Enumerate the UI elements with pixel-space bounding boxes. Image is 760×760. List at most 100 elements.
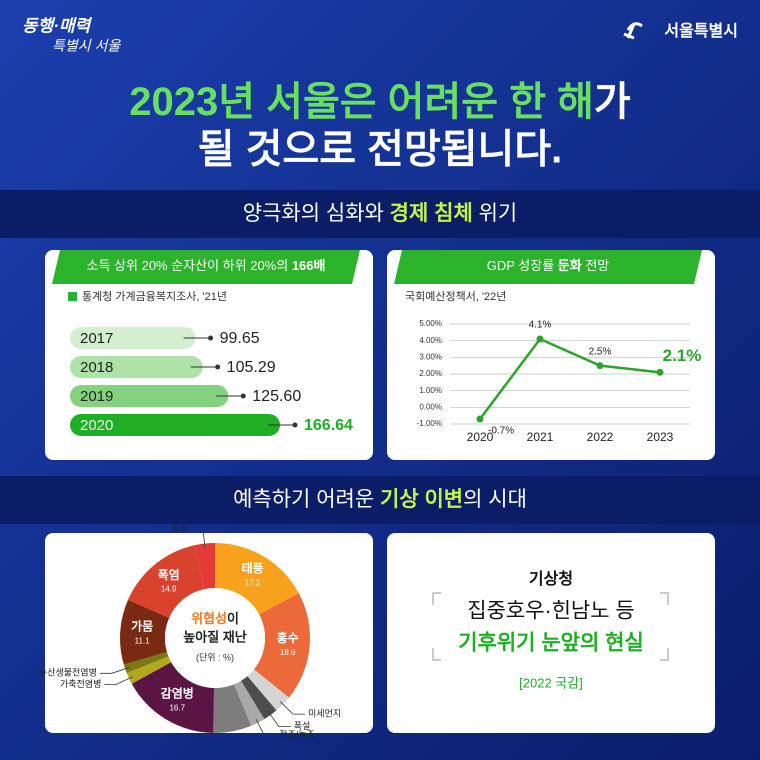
leader: [255, 719, 277, 736]
title-part: 2023년 서울은 어려운 한 해: [129, 80, 594, 124]
point: [656, 368, 664, 376]
panel-title-part: 둔화: [558, 258, 582, 273]
x-tick-label: 2022: [587, 430, 614, 444]
leader: [279, 701, 306, 715]
donut-segment: [131, 662, 215, 733]
category-label: 2020: [80, 417, 113, 434]
section-band: [0, 190, 760, 238]
value-label: 2.1%: [663, 346, 702, 365]
center-label-part: 위협성: [191, 611, 227, 626]
center-label-part: 이: [227, 611, 239, 626]
title-part: 가: [594, 80, 631, 124]
panel-text: 기후위기 눈앞의 현실: [458, 631, 644, 655]
panel-title: GDP 성장률 둔화 전망: [487, 258, 610, 273]
title: 2023년 서울은 어려운 한 해가: [129, 80, 631, 124]
leader-dot: [240, 393, 246, 399]
line: [479, 337, 661, 420]
source: 국회예산정책서, '22년: [405, 290, 506, 303]
donut-segment: [120, 599, 170, 665]
segment-label: 폭염: [158, 567, 180, 582]
donut-segment: [213, 684, 252, 733]
value-label: 99.65: [220, 330, 260, 347]
y-tick-label: 5.00%: [419, 319, 442, 328]
x-tick-label: 2020: [467, 430, 494, 444]
donut-segment: [123, 651, 169, 673]
panel-title-part: GDP 성장률: [487, 258, 558, 273]
x-tick-label: 2023: [647, 430, 674, 444]
panel-text: 집중호우·힌남노 등: [467, 600, 634, 623]
bar: [70, 385, 229, 407]
y-tick-label: 0.00%: [419, 402, 442, 411]
bar: [70, 327, 196, 349]
value-label: 166.64: [304, 417, 353, 434]
title: 될 것으로 전망됩니다.: [198, 128, 563, 172]
category-label: 2017: [80, 330, 113, 347]
y-tick-label: 4.00%: [419, 336, 442, 345]
leader-dot: [208, 335, 214, 341]
panel-tab: [52, 250, 360, 284]
section-title-part: 예측하기 어려운: [233, 488, 380, 511]
y-tick-label: -1.00%: [417, 419, 442, 428]
leader: [104, 676, 133, 685]
value-label: 125.60: [252, 388, 301, 405]
category-label: 2019: [80, 388, 113, 405]
section-title-part: 의 시대: [463, 488, 527, 511]
value-label: 4.1%: [529, 320, 552, 331]
panel: [45, 250, 373, 460]
panel-title-part: 소득 상위 20% 순자산이 하위 20%의: [87, 258, 292, 273]
panel-tab: [394, 250, 702, 284]
leader: [191, 529, 206, 548]
segment-label: 수산생물전염병: [39, 668, 97, 678]
segment-label: 폭설: [294, 721, 311, 731]
segment-label: 적조/녹조: [279, 729, 315, 740]
section-title: 양극화의 심화와 경제 침체 위기: [243, 202, 518, 225]
note: [2022 국감]: [519, 675, 583, 690]
leader: [267, 711, 291, 727]
value-label: 105.29: [227, 359, 276, 376]
segment-label: 한파: [171, 524, 188, 534]
point: [596, 362, 604, 370]
leader: [99, 667, 130, 674]
center-label: 높아질 재난: [183, 629, 246, 644]
point: [476, 415, 484, 423]
donut-segment: [194, 543, 215, 590]
leader-dot: [215, 364, 221, 370]
unit: (단위 : %): [196, 652, 234, 662]
segment-value: 16.7: [169, 704, 185, 713]
y-tick-label: 1.00%: [419, 386, 442, 395]
donut-segment: [247, 669, 289, 711]
x-tick-label: 2021: [527, 430, 554, 444]
donut-segment: [253, 593, 310, 698]
value-label: -0.7%: [488, 426, 514, 437]
section-title-part: 위기: [473, 202, 517, 225]
brand-icon: [623, 22, 643, 40]
section-title-part: 기상 이변: [380, 488, 463, 511]
point: [536, 335, 544, 343]
donut-segment: [128, 545, 205, 618]
org: 기상청: [529, 569, 573, 588]
segment-value: 11.1: [135, 636, 151, 645]
bracket: [432, 592, 669, 661]
bar: [70, 414, 280, 436]
legend-swatch: [68, 292, 77, 301]
donut-segment: [126, 656, 172, 684]
leader-dot: [292, 422, 298, 428]
segment-label: 가뭄: [131, 618, 153, 633]
brand: 서울특별시: [664, 22, 738, 40]
category-label: 2018: [80, 359, 113, 376]
segment-label: 홍수: [277, 630, 299, 645]
donut-segment: [240, 676, 277, 720]
panel: [387, 533, 715, 733]
bar: [70, 356, 203, 378]
logo: 동행·매력: [22, 16, 93, 35]
center-label: 위협성이: [191, 611, 239, 626]
value-label: 2.5%: [589, 346, 612, 357]
panel-title-part: 166배: [292, 258, 326, 273]
y-tick-label: 2.00%: [419, 369, 442, 378]
section-title-part: 경제 침체: [390, 202, 473, 225]
panel-title: 소득 상위 20% 순자산이 하위 20%의 166배: [87, 258, 326, 273]
donut-segment: [215, 543, 299, 615]
segment-label: 감염병: [161, 686, 194, 701]
